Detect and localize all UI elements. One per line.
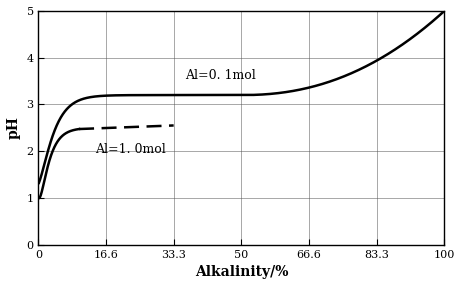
X-axis label: Alkalinity/%: Alkalinity/% — [195, 265, 288, 279]
Text: Al=1. 0mol: Al=1. 0mol — [95, 144, 166, 156]
Text: Al=0. 1mol: Al=0. 1mol — [185, 69, 255, 82]
Y-axis label: pH: pH — [7, 116, 21, 139]
